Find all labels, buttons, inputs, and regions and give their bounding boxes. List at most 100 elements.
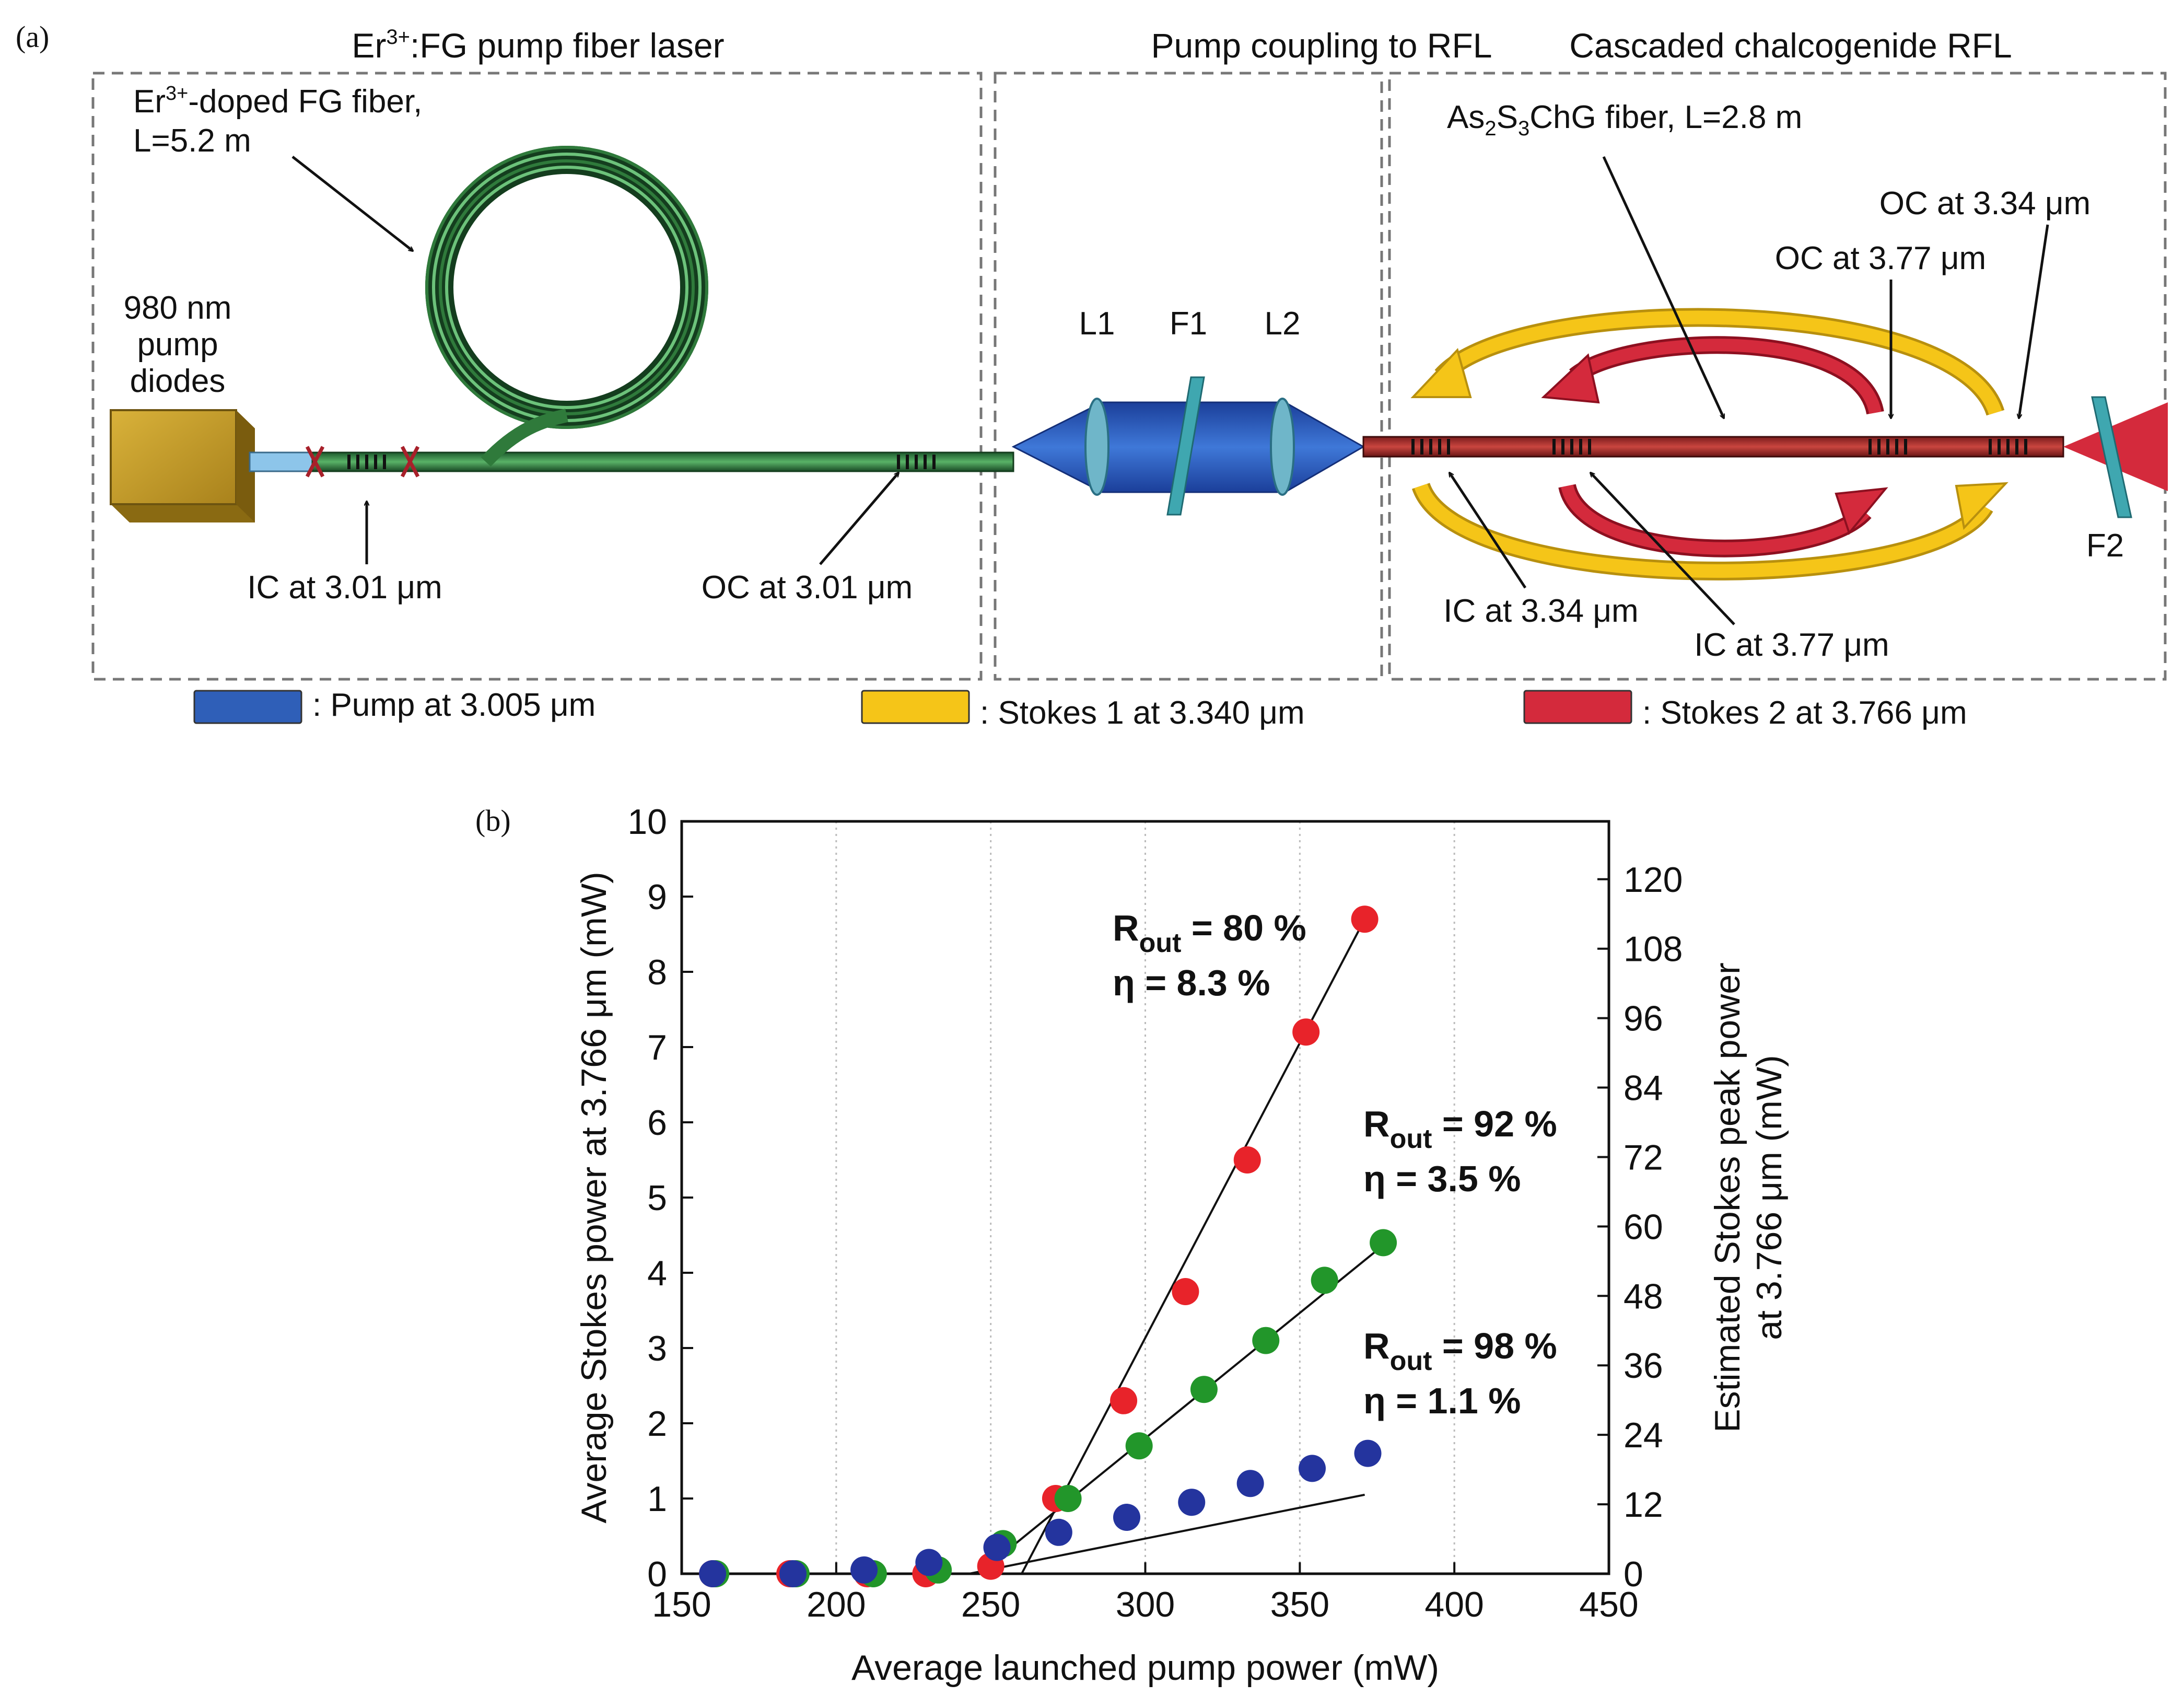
pump-laser-section-box (91, 72, 983, 681)
x-tick-label: 300 (1116, 1585, 1175, 1624)
data-point-series-0 (1172, 1278, 1199, 1305)
data-point-series-2 (1299, 1455, 1326, 1482)
ic-334-arrow (1450, 473, 1527, 589)
data-point-series-0 (1292, 1018, 1320, 1046)
data-point-series-1 (1252, 1327, 1280, 1354)
y-tick-label: 3 (647, 1329, 667, 1368)
fit-lines (682, 919, 1378, 1575)
series-eta-2: η = 1.1 % (1363, 1380, 1521, 1421)
rfl-title: Cascaded chalcogenide RFL (1569, 26, 2012, 65)
data-point-series-1 (1190, 1376, 1218, 1403)
pump-diodes-label-2: pump (137, 327, 218, 363)
series-label-1: Rout = 92 % (1363, 1103, 1557, 1154)
coupling-optics (1011, 376, 1365, 516)
lens-l2 (1270, 398, 1295, 496)
x-tick-label: 200 (807, 1585, 866, 1624)
l1-label: L1 (1079, 306, 1115, 342)
data-point-series-2 (915, 1549, 943, 1576)
y-axis-left: 0 1 2 3 4 5 6 7 8 9 10 (627, 802, 693, 1594)
coupling-section-box (994, 72, 1383, 681)
oc-301-label: OC at 3.01 μm (702, 570, 913, 606)
data-point-series-2 (1178, 1489, 1206, 1516)
x-tick-label: 250 (961, 1585, 1020, 1624)
ic-334-label: IC at 3.34 μm (1443, 593, 1638, 629)
series-label-2: Rout = 98 % (1363, 1326, 1557, 1376)
y-tick-label: 8 (647, 952, 667, 992)
data-point-series-2 (1045, 1518, 1072, 1546)
x-tick-label: 350 (1270, 1585, 1329, 1624)
legend-label-stokes1: : Stokes 1 at 3.340 μm (980, 695, 1305, 731)
data-point-series-1 (1370, 1229, 1397, 1257)
er-doped-fiber-straight (311, 451, 1014, 472)
as2s3-fiber (1362, 436, 2064, 458)
data-point-series-1 (1054, 1485, 1082, 1512)
data-point-series-0 (1351, 905, 1379, 933)
y2-tick-label: 108 (1624, 930, 1683, 969)
f1-label: F1 (1170, 306, 1207, 342)
y2-tick-label: 72 (1624, 1137, 1663, 1177)
chart-grid (835, 821, 1455, 1574)
y2-tick-label: 120 (1624, 860, 1683, 900)
y-tick-label: 2 (647, 1404, 667, 1444)
x-tick-label: 400 (1424, 1585, 1484, 1624)
oc-377-label: OC at 3.77 μm (1775, 240, 1986, 276)
legend-label-stokes2: : Stokes 2 at 3.766 μm (1642, 695, 1967, 731)
data-point-series-2 (1236, 1470, 1264, 1497)
y-tick-label: 4 (647, 1253, 667, 1293)
legend-swatch-stokes2 (1523, 690, 1632, 724)
y-tick-label: 9 (647, 877, 667, 917)
f2-label: F2 (2086, 528, 2124, 564)
oc-301-arrow (819, 473, 898, 565)
legend-label-pump: : Pump at 3.005 μm (312, 687, 595, 723)
splice-marks (305, 446, 420, 478)
series-eta-1: η = 3.5 % (1363, 1158, 1521, 1199)
y-tick-label: 1 (647, 1479, 667, 1519)
filter-f1 (1166, 376, 1205, 516)
y-tick-label: 0 (647, 1554, 667, 1594)
as2s3-fiber-label: As2S3ChG fiber, L=2.8 m (1447, 99, 1802, 140)
y2-axis-label-2: at 3.766 μm (mW) (1749, 1055, 1789, 1340)
legend-swatch-stokes1 (861, 690, 970, 724)
ic-301-grating (347, 455, 386, 469)
as2s3-fiber-arrow (1602, 156, 1725, 418)
series-annotations: Rout = 80 %η = 8.3 % Rout = 92 %η = 3.5 %… (1113, 908, 1557, 1421)
rfl-gratings (1411, 439, 2027, 455)
data-point-series-0 (1110, 1387, 1138, 1414)
stokes1-loop (1410, 308, 2008, 580)
y2-tick-label: 60 (1624, 1207, 1663, 1247)
y2-tick-label: 24 (1624, 1415, 1663, 1455)
passive-fiber (249, 451, 313, 472)
data-point-series-0 (1233, 1146, 1261, 1174)
legend-swatch-pump (193, 690, 302, 724)
x-axis-label: Average launched pump power (mW) (851, 1648, 1439, 1688)
data-point-series-2 (699, 1560, 727, 1587)
series-label-0: Rout = 80 % (1113, 908, 1306, 958)
data-point-series-2 (1113, 1504, 1140, 1531)
panel-a: (a) Er3+:FG pump fiber laser Pump coupli… (16, 20, 2168, 731)
y2-tick-label: 48 (1624, 1276, 1663, 1316)
data-points (699, 905, 1397, 1587)
x-axis: 150 200 250 300 350 400 450 (652, 1562, 1639, 1624)
ic-377-arrow (1591, 473, 1735, 625)
legend: : Pump at 3.005 μm : Stokes 1 at 3.340 μ… (193, 687, 1967, 731)
coupling-title: Pump coupling to RFL (1151, 26, 1492, 65)
data-point-series-1 (1311, 1267, 1338, 1294)
pump-diodes-label-1: 980 nm (124, 290, 232, 326)
filter-f2 (2091, 396, 2132, 518)
y-tick-label: 6 (647, 1103, 667, 1143)
panel-b-tag: (b) (475, 804, 511, 838)
pump-laser-title: Er3+:FG pump fiber laser (352, 26, 724, 65)
data-point-series-2 (983, 1534, 1011, 1561)
y-axis-right: 0 12 24 36 48 60 72 84 96 108 120 (1597, 860, 1683, 1594)
l2-label: L2 (1265, 306, 1301, 342)
fit-line-1 (977, 1249, 1378, 1575)
y-tick-label: 7 (647, 1028, 667, 1067)
er-doped-fiber-coil (425, 146, 708, 467)
data-point-series-2 (850, 1556, 878, 1584)
oc-334-arrow (2019, 224, 2049, 418)
stokes2-loop (1541, 336, 1888, 557)
x-tick-label: 150 (652, 1585, 711, 1624)
er-fiber-label-2: L=5.2 m (133, 123, 251, 159)
